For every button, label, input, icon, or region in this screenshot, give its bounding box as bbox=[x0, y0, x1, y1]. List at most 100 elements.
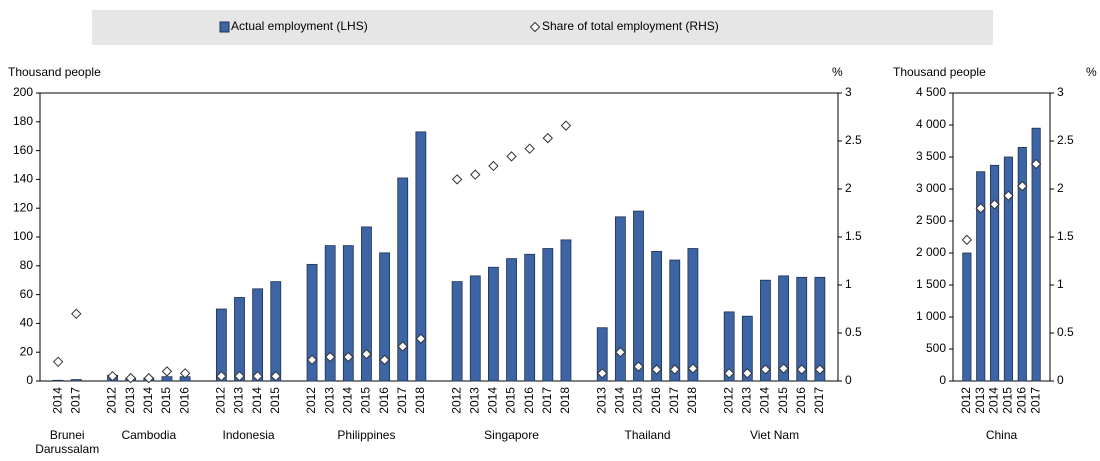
y2-tick-label: 3 bbox=[845, 85, 852, 99]
y2-tick-label: 2 bbox=[845, 181, 852, 195]
y-tick-label: 2 500 bbox=[916, 213, 946, 227]
bar bbox=[324, 245, 336, 382]
x-tick-label: 2015 bbox=[1001, 387, 1015, 414]
x-tick-label: 2013 bbox=[322, 387, 336, 414]
y-tick-label: 1 000 bbox=[916, 309, 946, 323]
y-tick-label: 3 500 bbox=[916, 149, 946, 163]
bar bbox=[560, 239, 572, 382]
group-label: Singapore bbox=[484, 428, 539, 442]
bar bbox=[1003, 156, 1013, 382]
bar bbox=[215, 308, 227, 382]
x-tick-label: 2016 bbox=[794, 387, 808, 414]
bar bbox=[669, 259, 681, 382]
y2-tick-label: 2.5 bbox=[845, 133, 862, 147]
bar bbox=[1017, 146, 1027, 382]
marker bbox=[1017, 180, 1028, 192]
y-tick-label: 20 bbox=[20, 344, 34, 358]
marker bbox=[669, 364, 680, 375]
x-tick-label: 2017 bbox=[667, 387, 681, 414]
y2-axis-label: % bbox=[832, 65, 843, 79]
marker bbox=[470, 169, 481, 180]
legend-swatch bbox=[529, 21, 541, 33]
bar bbox=[415, 131, 427, 382]
y-tick-label: 100 bbox=[13, 229, 33, 243]
group-label: Thailand bbox=[624, 428, 671, 442]
x-tick-label: 2015 bbox=[504, 387, 518, 414]
marker bbox=[397, 341, 408, 352]
y2-tick-label: 2 bbox=[1057, 181, 1064, 195]
bar bbox=[234, 297, 245, 382]
marker bbox=[71, 308, 82, 320]
marker bbox=[52, 356, 64, 368]
x-tick-label: 2017 bbox=[540, 387, 554, 414]
legend-label: Actual employment (LHS) bbox=[231, 19, 368, 33]
x-tick-label: 2016 bbox=[1014, 387, 1028, 414]
y-tick-label: 40 bbox=[20, 316, 34, 330]
bar bbox=[252, 288, 264, 382]
y-tick-label: 0 bbox=[26, 373, 33, 387]
bar bbox=[306, 263, 318, 382]
marker bbox=[778, 363, 789, 374]
x-tick-label: 2016 bbox=[522, 387, 536, 414]
y-tick-label: 160 bbox=[13, 143, 33, 157]
x-tick-label: 2015 bbox=[359, 387, 373, 414]
group-label: Cambodia bbox=[121, 428, 177, 442]
y-tick-label: 0 bbox=[939, 373, 946, 387]
bar bbox=[342, 245, 354, 382]
bar bbox=[723, 311, 735, 382]
marker bbox=[270, 370, 281, 382]
marker bbox=[723, 368, 735, 379]
marker bbox=[1030, 158, 1042, 170]
x-tick-label: 2014 bbox=[613, 387, 627, 414]
y2-tick-label: 1.5 bbox=[845, 229, 862, 243]
legend-swatch bbox=[219, 21, 230, 33]
marker bbox=[760, 364, 771, 375]
group-label: China bbox=[985, 428, 1018, 442]
x-tick-label: 2012 bbox=[721, 387, 735, 414]
bar bbox=[814, 276, 826, 382]
marker bbox=[379, 354, 390, 366]
x-tick-label: 2012 bbox=[304, 387, 318, 414]
y-tick-label: 140 bbox=[13, 172, 33, 186]
bar bbox=[488, 266, 499, 382]
y-axis-label: Thousand people bbox=[8, 65, 101, 79]
marker bbox=[216, 370, 227, 382]
y-tick-label: 1 500 bbox=[916, 277, 946, 291]
plot-frame bbox=[39, 92, 839, 382]
y-tick-label: 4 500 bbox=[916, 85, 946, 99]
marker bbox=[560, 120, 572, 131]
y-tick-label: 80 bbox=[20, 258, 34, 272]
y2-tick-label: 3 bbox=[1057, 85, 1064, 99]
x-tick-label: 2017 bbox=[68, 387, 82, 414]
y2-tick-label: 1 bbox=[1057, 277, 1064, 291]
y2-tick-label: 1.5 bbox=[1057, 229, 1074, 243]
marker bbox=[506, 151, 517, 162]
y2-tick-label: 0 bbox=[1057, 373, 1064, 387]
y2-axis-label: % bbox=[1086, 65, 1097, 79]
bar bbox=[962, 252, 972, 382]
x-tick-label: 2016 bbox=[377, 387, 391, 414]
bar bbox=[524, 253, 536, 382]
x-tick-label: 2014 bbox=[987, 387, 1001, 414]
group-label: Philippines bbox=[337, 428, 396, 442]
x-tick-label: 2014 bbox=[486, 387, 500, 414]
bar bbox=[397, 177, 409, 382]
y-tick-label: 3 000 bbox=[916, 181, 946, 195]
y-tick-label: 4 000 bbox=[916, 117, 946, 131]
bar bbox=[451, 281, 463, 382]
bar bbox=[1031, 127, 1041, 382]
marker bbox=[343, 351, 354, 363]
marker bbox=[1003, 190, 1014, 201]
marker bbox=[125, 372, 136, 384]
marker bbox=[989, 199, 1000, 210]
x-tick-label: 2018 bbox=[685, 387, 699, 414]
y-axis-label: Thousand people bbox=[893, 65, 986, 79]
bar bbox=[469, 275, 481, 382]
y2-tick-label: 2.5 bbox=[1057, 133, 1074, 147]
y-tick-label: 60 bbox=[20, 287, 34, 301]
x-tick-label: 2018 bbox=[558, 387, 572, 414]
marker bbox=[306, 354, 318, 366]
marker bbox=[361, 348, 372, 360]
y-tick-label: 2 000 bbox=[916, 245, 946, 259]
